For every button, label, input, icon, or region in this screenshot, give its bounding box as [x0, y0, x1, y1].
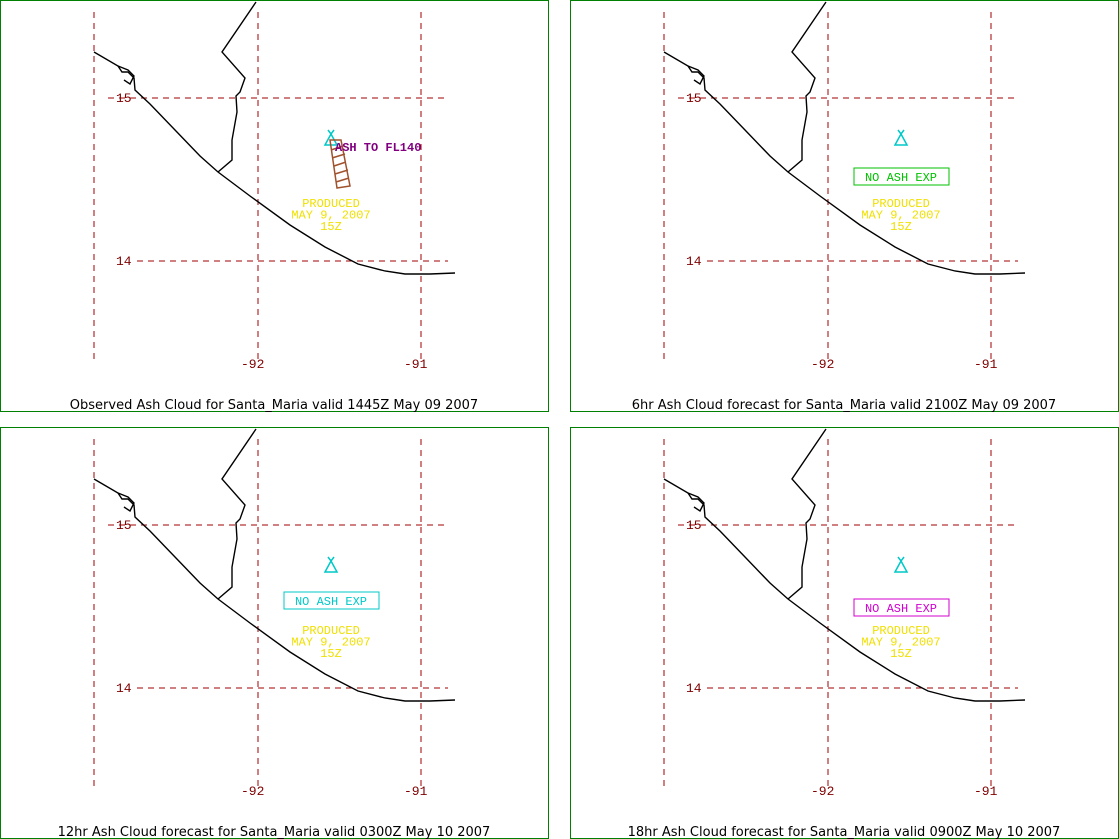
panel-caption: Observed Ash Cloud for Santa_Maria valid…: [70, 398, 478, 413]
latitude-label: 14: [686, 681, 702, 696]
longitude-label: -92: [811, 357, 834, 372]
panel-caption: 12hr Ash Cloud forecast for Santa_Maria …: [58, 825, 491, 839]
border-line: [217, 1, 257, 173]
longitude-label: -91: [974, 784, 998, 799]
longitude-label: -91: [404, 357, 428, 372]
coastline: [687, 492, 705, 513]
ash-annotation: ASH TO FL140: [335, 141, 421, 155]
volcano-symbol: [893, 129, 909, 146]
coastline: [93, 51, 456, 275]
panel-border: [0, 0, 549, 412]
coastline: [687, 65, 705, 86]
coastline: [93, 478, 456, 702]
produced-text: MAY 9, 2007: [861, 636, 940, 650]
status-box: [283, 591, 380, 610]
latitude-label: 14: [116, 254, 132, 269]
produced-text: 15Z: [320, 220, 342, 234]
produced-text: PRODUCED: [872, 624, 930, 638]
produced-text: PRODUCED: [872, 197, 930, 211]
volcano-symbol: [893, 556, 909, 573]
ash-cloud-area: [329, 139, 351, 189]
volcano-symbol: [323, 556, 339, 573]
status-box: [853, 167, 950, 186]
status-text: NO ASH EXP: [295, 595, 367, 609]
produced-text: MAY 9, 2007: [861, 209, 940, 223]
produced-text: 15Z: [890, 647, 912, 661]
panel-border: [570, 0, 1119, 412]
produced-text: PRODUCED: [302, 197, 360, 211]
latitude-label: 15: [116, 518, 132, 533]
longitude-label: -92: [811, 784, 834, 799]
latitude-label: 14: [116, 681, 132, 696]
coastline: [663, 478, 1026, 702]
latitude-label: 15: [686, 518, 702, 533]
longitude-label: -92: [241, 784, 264, 799]
coastline: [663, 51, 1026, 275]
panel-border: [570, 427, 1119, 839]
border-line: [217, 428, 257, 600]
produced-text: MAY 9, 2007: [291, 209, 370, 223]
longitude-label: -91: [404, 784, 428, 799]
border-line: [787, 428, 827, 600]
panel-border: [0, 427, 549, 839]
latitude-label: 15: [116, 91, 132, 106]
produced-text: MAY 9, 2007: [291, 636, 370, 650]
produced-text: PRODUCED: [302, 624, 360, 638]
panel-caption: 18hr Ash Cloud forecast for Santa_Maria …: [628, 825, 1061, 839]
coastline: [117, 65, 135, 86]
produced-text: 15Z: [320, 647, 342, 661]
longitude-label: -92: [241, 357, 264, 372]
produced-text: 15Z: [890, 220, 912, 234]
status-text: NO ASH EXP: [865, 602, 937, 616]
status-text: NO ASH EXP: [865, 171, 937, 185]
status-box: [853, 598, 950, 617]
border-line: [787, 1, 827, 173]
latitude-label: 14: [686, 254, 702, 269]
panel-caption: 6hr Ash Cloud forecast for Santa_Maria v…: [632, 398, 1056, 413]
latitude-label: 15: [686, 91, 702, 106]
longitude-label: -91: [974, 357, 998, 372]
coastline: [117, 492, 135, 513]
